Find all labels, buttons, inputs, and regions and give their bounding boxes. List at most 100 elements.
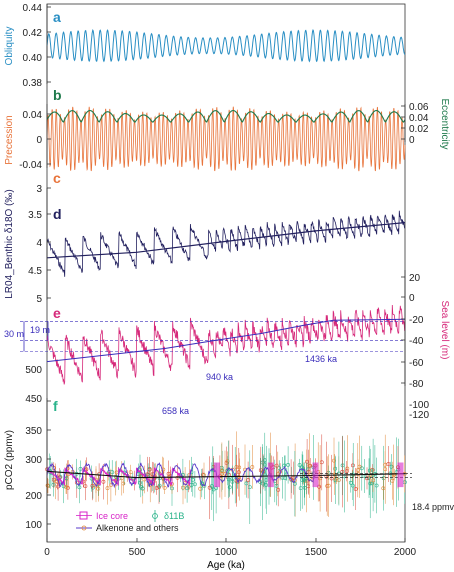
pco2-point [305, 459, 310, 464]
pco2-point [161, 467, 166, 472]
pco2-point [146, 473, 151, 478]
tick-benthic-2: 4 [36, 238, 42, 249]
pco2-trend [46, 470, 406, 479]
tick-benthic-0: 3 [36, 184, 42, 195]
ice-core-line [46, 466, 191, 486]
ylabel-pco2: pCO2 (ppmv) [4, 430, 15, 490]
tick-pco2-300: 300 [25, 455, 42, 466]
xlabel-age: Age (ka) [207, 560, 245, 571]
pco2-point [370, 467, 375, 472]
tick-obliquity-0: 0.44 [23, 3, 43, 14]
xtick-0: 0 [44, 547, 50, 558]
tick-eccentricity-2: 0.02 [409, 124, 429, 135]
pco2-point [140, 486, 145, 491]
pco2-point [77, 485, 82, 490]
pco2-point [307, 463, 312, 468]
pco2-point [122, 470, 127, 475]
panel-letter-c: c [53, 170, 61, 186]
tick-sealevel-0: 20 [409, 273, 421, 284]
pco2-point [226, 477, 231, 482]
pco2-point [261, 469, 265, 474]
ylabel-benthic: LR04_Benthic δ18O (‰) [4, 189, 15, 299]
pco2-point [302, 485, 307, 490]
tick-pco2-500: 500 [25, 365, 42, 376]
pco2-point [154, 486, 159, 490]
sealevel-panel [20, 304, 406, 385]
pco2-point [65, 466, 70, 471]
pco2-point [246, 478, 251, 482]
tick-precession-2: -0.04 [19, 160, 42, 171]
ice-core-bar-3 [397, 462, 404, 488]
annotation-1436ka: 1436 ka [305, 354, 337, 364]
ice-core-bar-2 [312, 462, 319, 488]
pco2-point [292, 481, 297, 486]
tick-eccentricity-1: 0.04 [409, 113, 429, 124]
pco2-panel [45, 431, 412, 524]
pco2-point [371, 478, 376, 483]
pco2-point [66, 485, 70, 490]
pco2-point [391, 472, 396, 477]
legend-alkenone: Alkenone and others [96, 523, 179, 533]
pco2-point [81, 479, 86, 484]
annotation-658ka: 658 ka [162, 406, 189, 416]
tick-sealevel-4: -60 [409, 358, 424, 369]
obliquity-line [46, 29, 406, 63]
pco2-point [350, 483, 355, 488]
pco2-point [333, 466, 338, 471]
pco2-point [128, 470, 133, 475]
pco2-point [306, 470, 311, 475]
eccentricity-line [46, 109, 406, 123]
ylabel-precession: Precession [4, 115, 15, 164]
pco2-point [300, 478, 305, 483]
pco2-point [329, 476, 334, 481]
tick-obliquity-3: 0.38 [23, 78, 43, 89]
legend-boron: δ11B [164, 511, 184, 521]
benthic-line [46, 210, 405, 277]
pco2-point [367, 468, 372, 473]
tick-benthic-4: 5 [36, 294, 42, 305]
ylabel-sealevel: Sea level (m) [439, 301, 450, 360]
pco2-point [383, 467, 388, 472]
pco2-point [51, 482, 56, 487]
annotation-18-4-ppmv: 18.4 ppmv [412, 502, 454, 512]
tick-sealevel-2: -20 [409, 315, 424, 326]
pco2-point [202, 483, 207, 488]
tick-sealevel-1: 0 [409, 293, 415, 304]
pco2-point [374, 483, 379, 488]
tick-eccentricity-0: 0.06 [409, 102, 429, 113]
pco2-point [345, 466, 350, 471]
legend-ice-core: Ice core [96, 511, 128, 521]
pco2-point [258, 480, 263, 484]
xtick-2000: 2000 [394, 547, 417, 558]
annotation-19m: 19 m [30, 325, 50, 335]
pco2-point [350, 463, 355, 468]
pco2-point [237, 465, 242, 470]
pco2-point [334, 476, 339, 481]
panel-letter-d: d [53, 206, 62, 222]
tick-sealevel-7: -120 [409, 410, 429, 421]
tick-benthic-3: 4.5 [28, 266, 42, 277]
pco2-point [157, 483, 162, 488]
xtick-1500: 1500 [305, 547, 328, 558]
tick-pco2-100: 100 [25, 520, 42, 531]
ylabel-eccentricity: Eccentricity [439, 98, 450, 149]
tick-sealevel-3: -40 [409, 336, 424, 347]
panel-letter-b: b [53, 87, 62, 103]
pco2-point [365, 476, 369, 481]
benthic-panel [46, 210, 406, 277]
precession-eccentricity-panel [46, 106, 406, 172]
pco2-point [101, 479, 106, 484]
tick-pco2-450: 450 [25, 394, 42, 405]
panel-letter-e: e [53, 305, 61, 321]
pco2-point [64, 485, 68, 489]
xtick-1000: 1000 [215, 547, 238, 558]
tick-precession-1: 0 [36, 135, 42, 146]
pco2-point [348, 480, 353, 485]
pco2-point [96, 486, 101, 491]
pco2-point [90, 483, 95, 488]
tick-pco2-200: 200 [25, 491, 42, 502]
pco2-point [325, 484, 330, 488]
sealevel-line [46, 304, 405, 385]
pco2-point [121, 481, 126, 486]
